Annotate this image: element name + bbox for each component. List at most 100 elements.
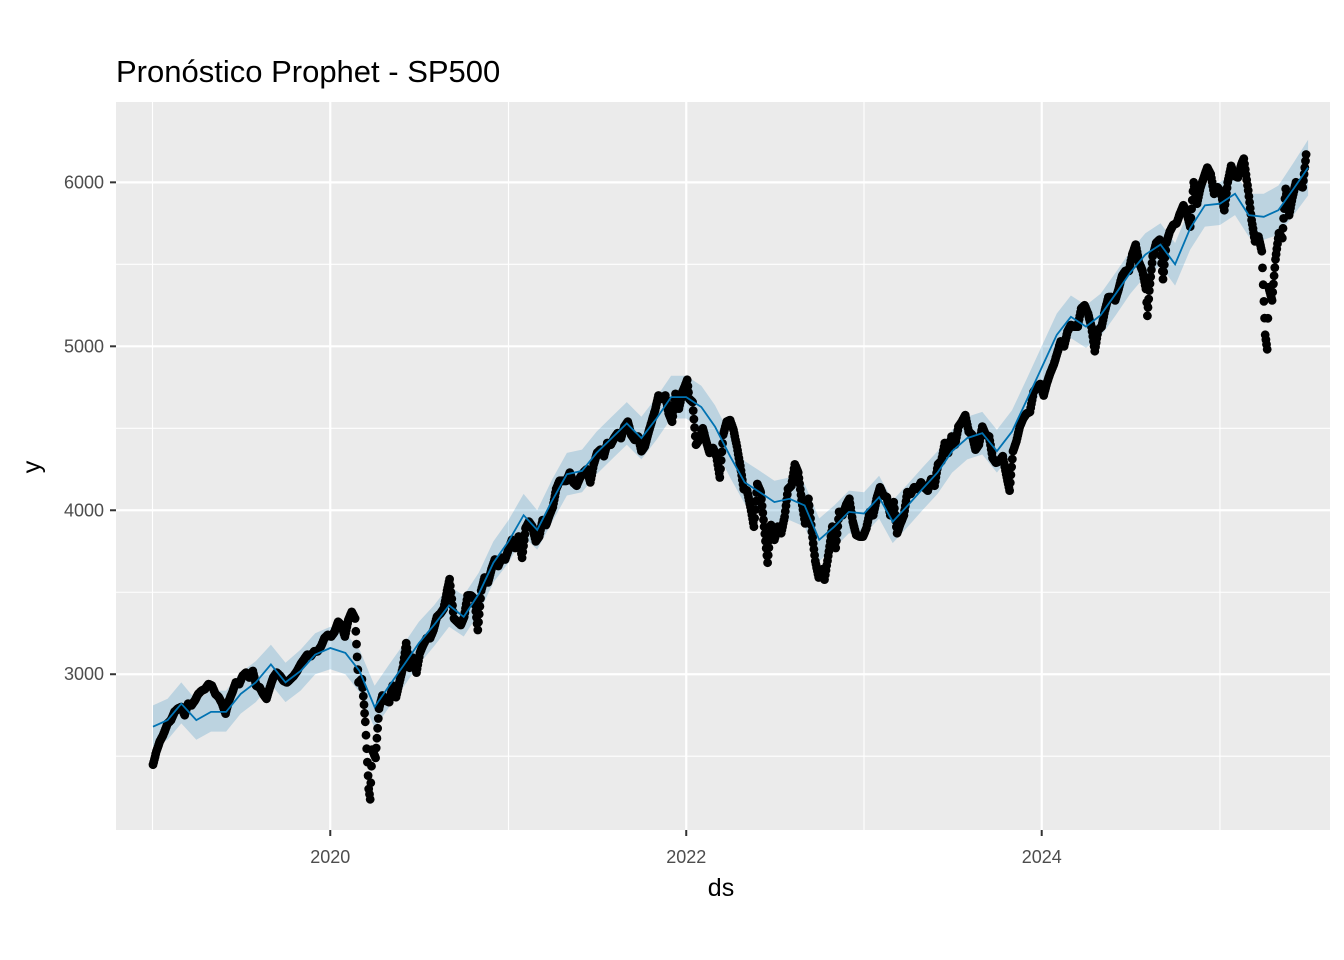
observed-point (1005, 478, 1015, 488)
observed-point (445, 574, 454, 584)
observed-point (1143, 303, 1153, 312)
observed-point (475, 602, 485, 611)
observed-point (351, 626, 361, 636)
observed-point (832, 529, 842, 538)
observed-point (757, 494, 766, 504)
x-tick-label: 2022 (666, 847, 706, 867)
y-tick-label: 6000 (64, 172, 104, 192)
uncertainty-band (153, 139, 1309, 747)
observed-point (446, 587, 456, 597)
observed-point (759, 522, 769, 532)
observed-points (148, 150, 1311, 804)
observed-point (373, 723, 382, 733)
observed-point (763, 558, 772, 568)
x-tick-label: 2020 (310, 847, 350, 867)
observed-point (1007, 454, 1017, 464)
observed-point (1277, 233, 1287, 243)
observed-point (1301, 150, 1311, 159)
observed-point (763, 550, 773, 560)
observed-point (360, 717, 370, 727)
observed-point (750, 513, 759, 523)
observed-point (371, 743, 381, 753)
observed-point (363, 771, 373, 780)
observed-point (1298, 182, 1308, 192)
observed-point (832, 536, 841, 546)
observed-point (764, 543, 774, 553)
observed-point (1155, 235, 1164, 245)
observed-point (759, 515, 768, 525)
observed-point (445, 581, 455, 591)
observed-point (1144, 286, 1154, 295)
observed-point (1186, 213, 1196, 223)
forecast-line (152, 167, 1309, 728)
observed-point (804, 501, 814, 510)
observed-point (360, 708, 369, 718)
observed-point (831, 543, 841, 553)
observed-point (750, 505, 760, 514)
observed-point (1187, 204, 1196, 214)
observed-point (476, 594, 485, 603)
observed-point (1257, 246, 1267, 256)
observed-point (473, 625, 483, 635)
observed-point (688, 406, 698, 415)
observed-point (361, 730, 371, 740)
observed-point (1278, 223, 1288, 233)
observed-point (371, 753, 380, 763)
observed-point (1158, 274, 1168, 284)
observed-point (1270, 263, 1280, 272)
uncertainty-band-area (153, 139, 1309, 747)
x-axis-title: ds (708, 874, 734, 902)
observed-point (1262, 344, 1272, 354)
observed-point (447, 594, 457, 604)
observed-point (690, 423, 699, 432)
observed-point (1269, 271, 1279, 281)
observed-point (365, 794, 375, 804)
observed-point (683, 381, 693, 391)
observed-point (689, 414, 699, 424)
observed-point (757, 501, 767, 511)
observed-point (684, 388, 693, 397)
y-axis-title: y (18, 460, 46, 473)
observed-point (1005, 486, 1014, 495)
chart-title: Pronóstico Prophet - SP500 (116, 54, 500, 89)
observed-point (1160, 253, 1170, 262)
observed-point (804, 494, 813, 504)
x-tick-label: 2024 (1022, 847, 1062, 867)
observed-point (1007, 462, 1016, 472)
observed-point (1269, 279, 1278, 289)
observed-point (474, 617, 483, 627)
observed-point (833, 521, 843, 531)
observed-point (1159, 260, 1169, 270)
major-gridlines (116, 102, 1330, 830)
observed-point (1159, 267, 1169, 277)
observed-point (1145, 279, 1155, 289)
forecast-line-group (152, 167, 1309, 728)
observed-point (1144, 294, 1154, 304)
y-tick-label: 3000 (64, 664, 104, 684)
observed-point (448, 601, 457, 610)
observed-point (1267, 296, 1277, 305)
observed-point (373, 714, 383, 723)
observed-point (350, 614, 360, 623)
observed-point (1143, 311, 1152, 321)
observed-point (1006, 470, 1016, 480)
observed-point (474, 609, 484, 619)
observed-point (717, 447, 727, 457)
y-axis: 3000 4000 5000 6000 (64, 172, 116, 684)
observed-point (716, 464, 725, 474)
observed-point (358, 691, 368, 701)
observed-point (1147, 258, 1157, 268)
observed-point (359, 700, 369, 710)
observed-point (1268, 287, 1278, 297)
observed-point (367, 761, 376, 771)
observed-point (1301, 156, 1310, 166)
observed-point (1147, 265, 1156, 275)
observed-point (716, 456, 726, 465)
observed-point (749, 522, 759, 532)
observed-point (352, 639, 361, 649)
observed-point (758, 508, 768, 518)
y-tick-label: 5000 (64, 336, 104, 356)
y-tick-label: 4000 (64, 500, 104, 520)
observed-point (352, 652, 362, 662)
